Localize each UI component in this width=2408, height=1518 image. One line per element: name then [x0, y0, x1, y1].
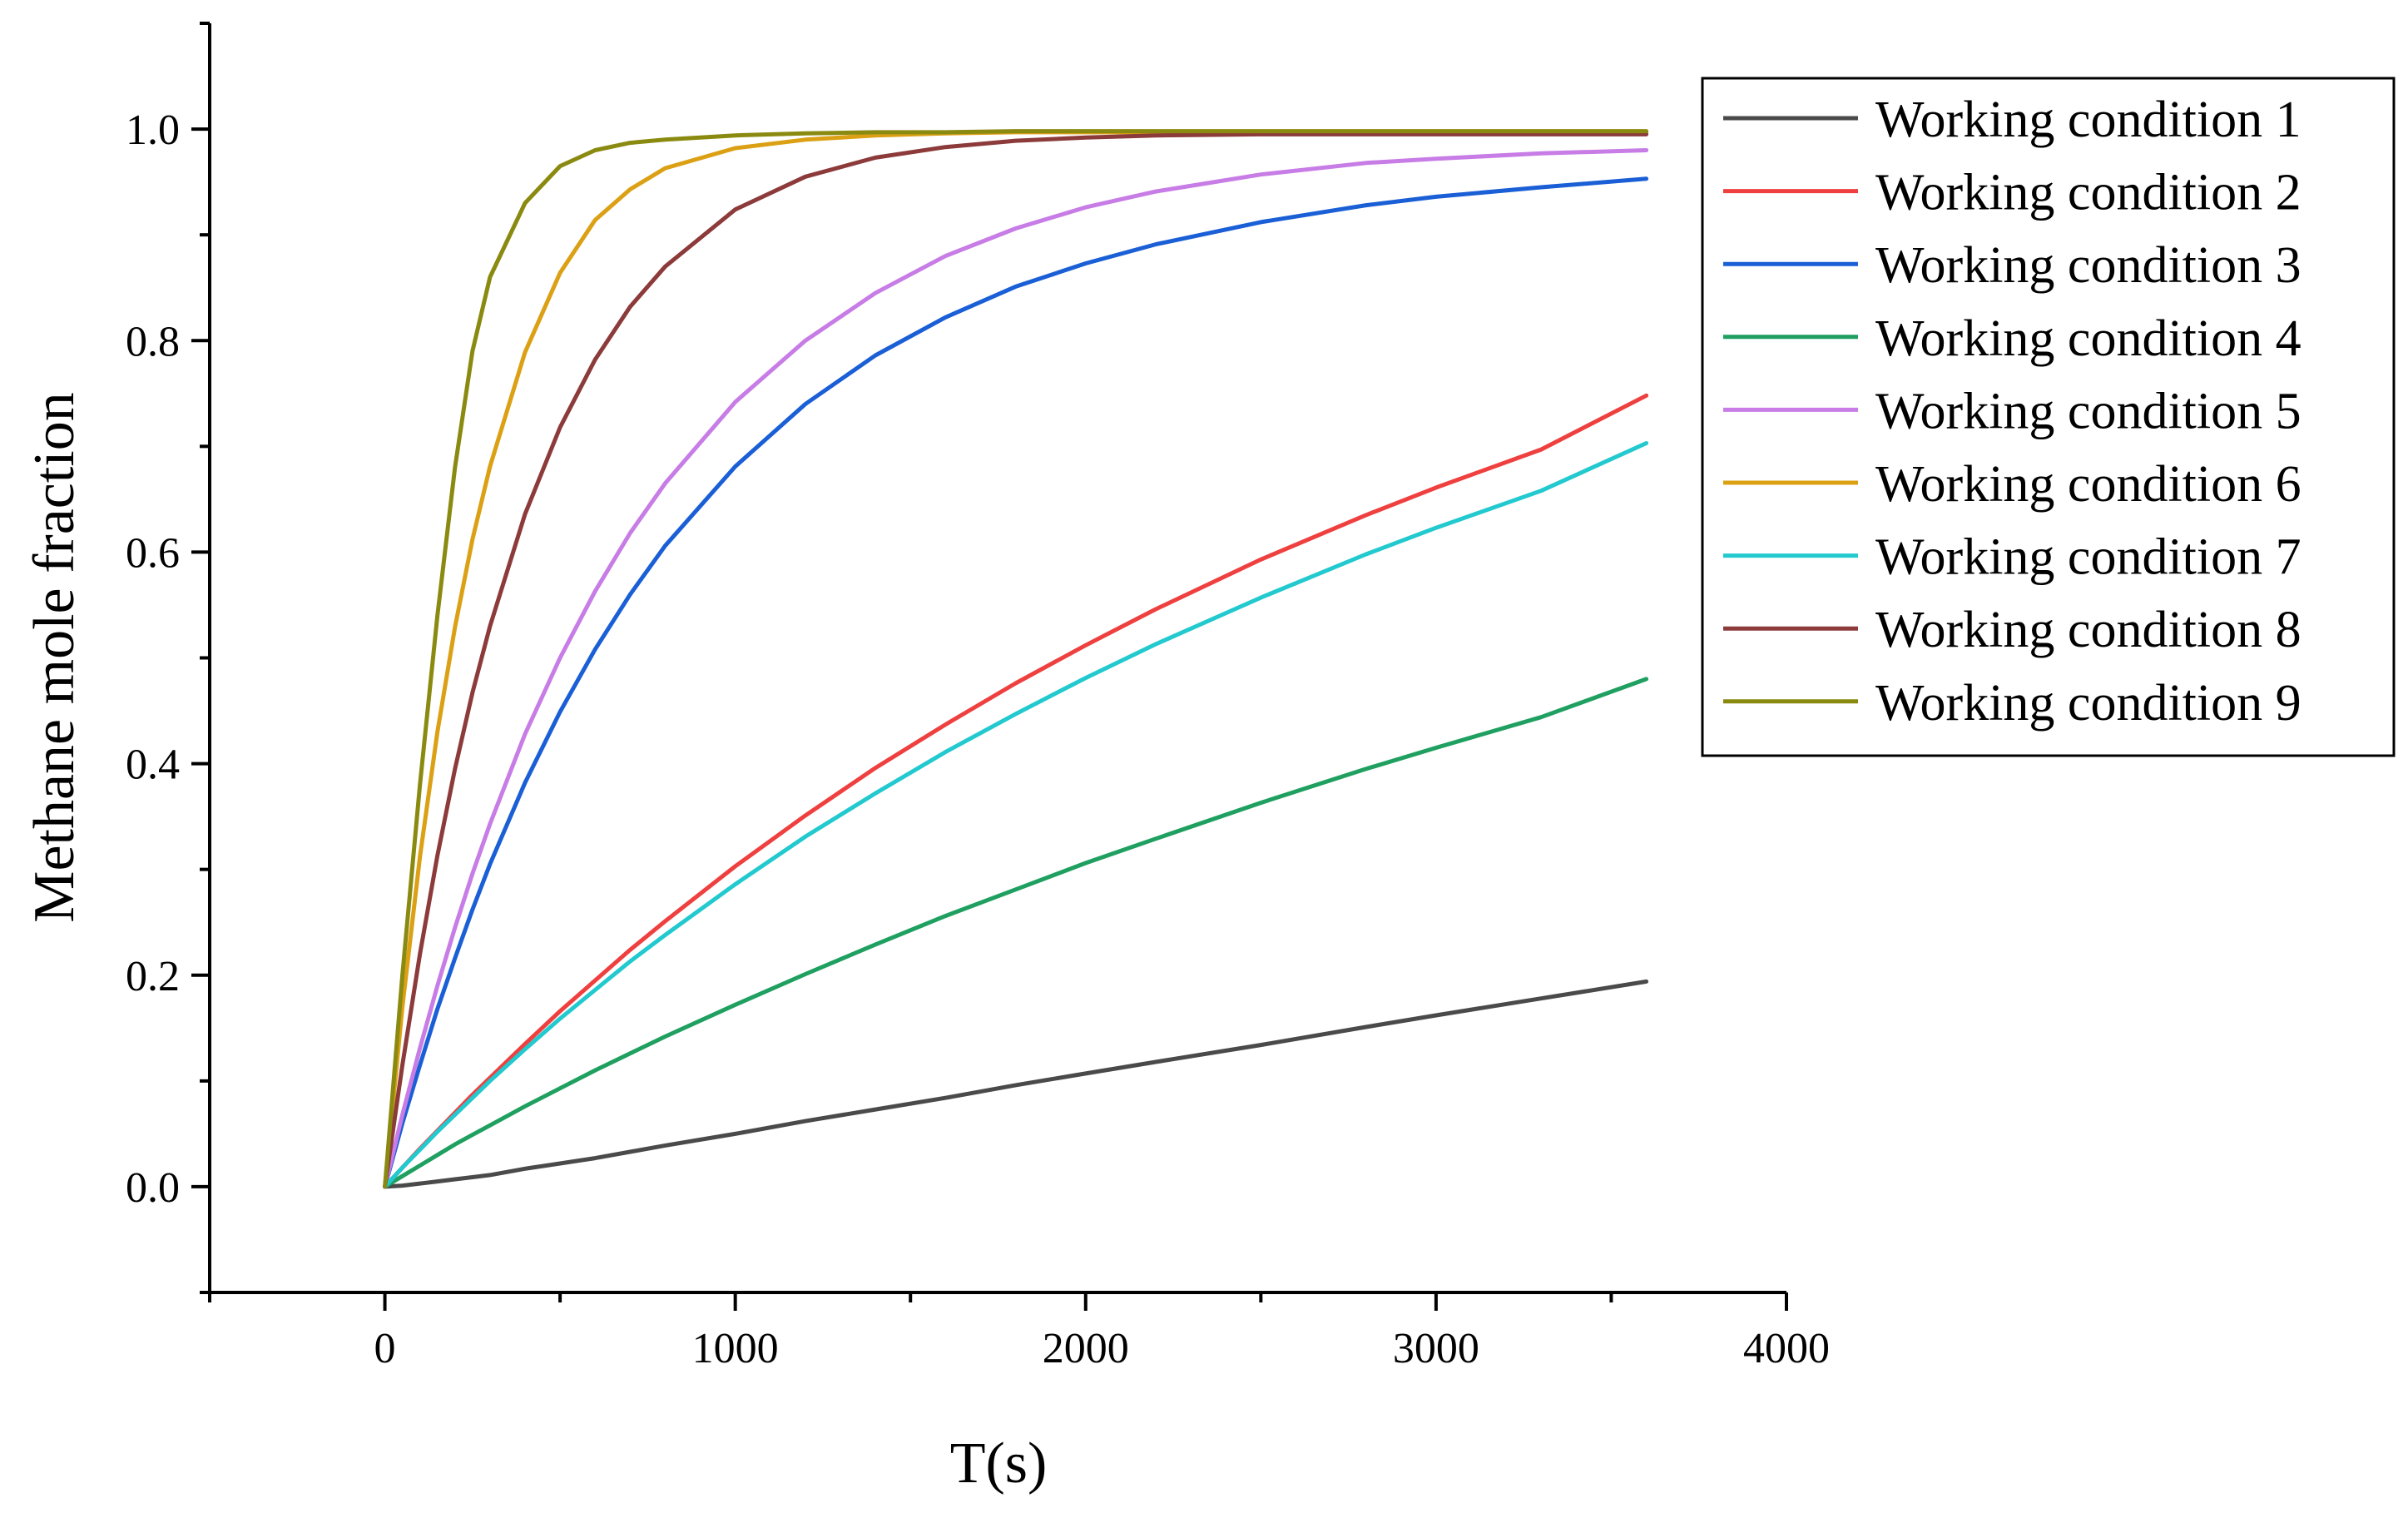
series-line-3 [383, 176, 1649, 1189]
legend-label-9: Working condition 9 [1875, 675, 2301, 732]
series-line-7 [383, 441, 1649, 1189]
series-line-8 [383, 131, 1649, 1189]
x-axis-title: T(s) [950, 1431, 1048, 1496]
series-line-6 [383, 130, 1649, 1189]
y-tick-label: 1.0 [126, 107, 180, 154]
legend-label-8: Working condition 8 [1875, 602, 2301, 658]
legend-label-4: Working condition 4 [1875, 310, 2301, 367]
legend: Working condition 1 Working condition 2 Wo… [1701, 77, 2396, 757]
series-group [383, 129, 1649, 1189]
plot-area: 0 1000 2000 3000 4000 0.0 0.2 0.4 0.6 0.8 1.0 [126, 22, 1830, 1372]
x-tick-label: 3000 [1393, 1325, 1479, 1372]
series-line-4 [383, 677, 1649, 1189]
y-tick-label: 0.6 [126, 529, 180, 577]
legend-label-5: Working condition 5 [1875, 383, 2301, 439]
series-line-5 [383, 148, 1649, 1189]
legend-label-2: Working condition 2 [1875, 165, 2301, 221]
x-tick-label: 1000 [692, 1325, 779, 1372]
x-tick-label: 4000 [1743, 1325, 1830, 1372]
y-tick-label: 0.0 [126, 1164, 180, 1212]
series-line-1 [383, 979, 1649, 1189]
x-tick-label: 2000 [1043, 1325, 1129, 1372]
y-tick-label: 0.8 [126, 318, 180, 365]
y-axis-title: Methane mole fraction [22, 392, 87, 923]
legend-items: Working condition 1 Working condition 2 Wo… [1723, 92, 2301, 732]
legend-label-3: Working condition 3 [1875, 237, 2301, 294]
y-tick-label: 0.4 [126, 742, 180, 789]
series-line-2 [383, 393, 1649, 1189]
x-tick-label: 0 [374, 1325, 396, 1372]
legend-label-6: Working condition 6 [1875, 456, 2301, 513]
y-ticks: 0.0 0.2 0.4 0.6 0.8 1.0 [126, 22, 210, 1294]
legend-label-1: Working condition 1 [1875, 92, 2301, 148]
legend-label-7: Working condition 7 [1875, 529, 2301, 586]
series-line-9 [383, 129, 1649, 1189]
x-ticks: 0 1000 2000 3000 4000 [208, 1292, 1830, 1372]
y-tick-label: 0.2 [126, 953, 180, 1000]
